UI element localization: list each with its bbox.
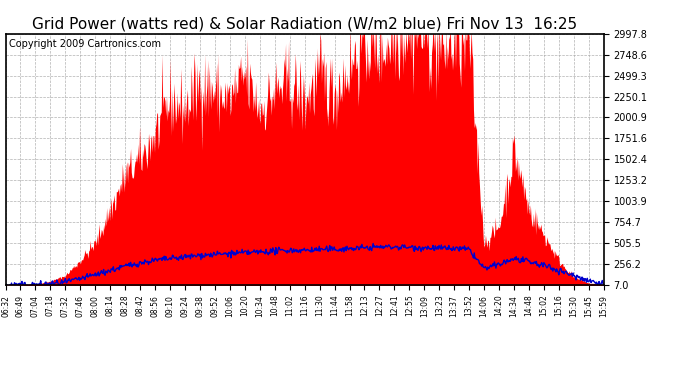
Title: Grid Power (watts red) & Solar Radiation (W/m2 blue) Fri Nov 13  16:25: Grid Power (watts red) & Solar Radiation… — [32, 16, 578, 31]
Text: Copyright 2009 Cartronics.com: Copyright 2009 Cartronics.com — [8, 39, 161, 49]
